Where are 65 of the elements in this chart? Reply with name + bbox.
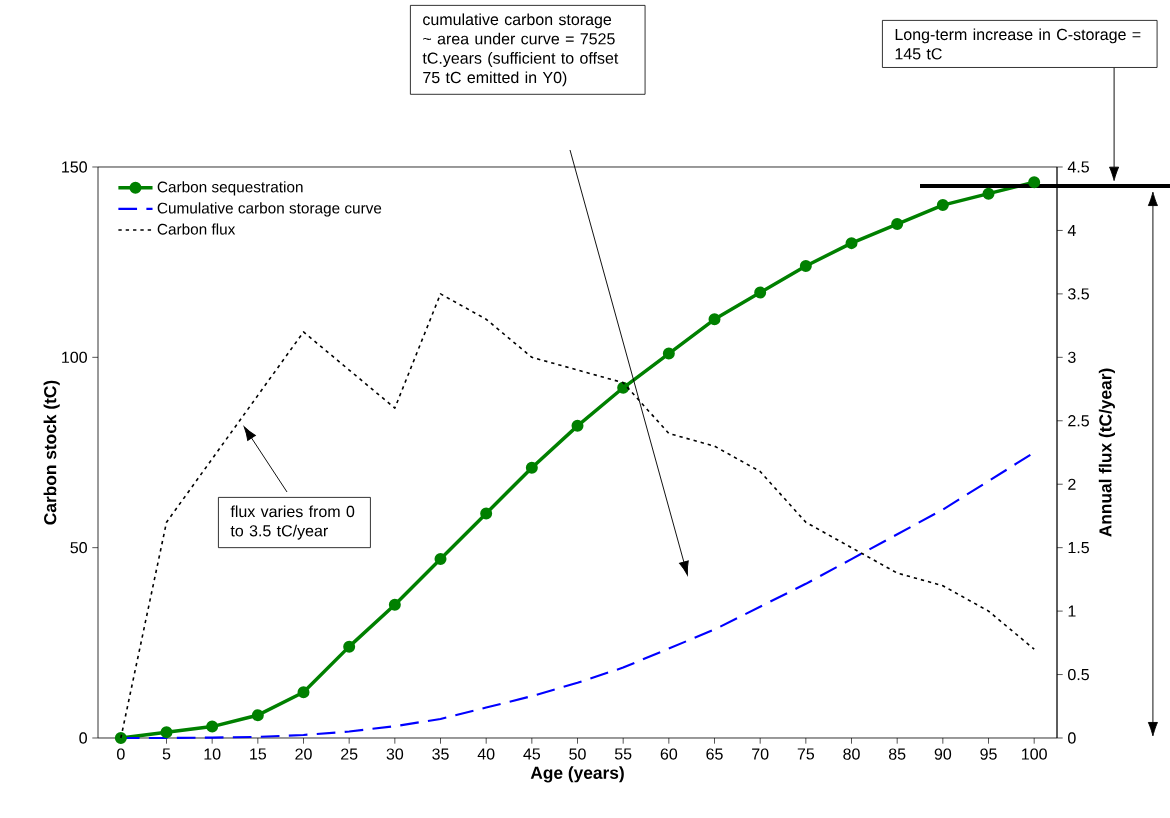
- text: cumulative carbon storage ~ area under curve = 7525 tC.years (sufficient to offset 75 tC emitted in Y0): [422, 13, 619, 87]
- point: [617, 381, 630, 394]
- text: Long-term increase in C-storage = 145 tC: [895, 28, 1141, 60]
- x-tick-label: 95: [980, 748, 997, 760]
- x-tick-label: 40: [477, 748, 495, 760]
- y2-tick-label: 4.5: [1067, 161, 1089, 173]
- x-tick-label: 85: [888, 748, 906, 760]
- x-tick-label: 45: [523, 748, 541, 760]
- point: [1028, 176, 1041, 189]
- x-tick-label: 20: [295, 748, 312, 760]
- legend-label: Cumulative carbon storage curve: [157, 202, 382, 217]
- point: [754, 286, 767, 299]
- x-tick-label: 55: [614, 748, 632, 760]
- legend-label: Carbon flux: [157, 223, 236, 235]
- x-tick-label: 65: [706, 748, 723, 760]
- y2-tick-label: 3: [1068, 351, 1076, 363]
- point: [662, 347, 675, 360]
- point: [114, 731, 127, 745]
- x-tick-label: 75: [797, 748, 815, 760]
- point: [571, 419, 584, 432]
- y2-tick-label: 1.5: [1068, 542, 1089, 554]
- point: [708, 313, 721, 326]
- x-tick-label: 0: [117, 748, 125, 760]
- x-tick-label: 15: [250, 748, 267, 760]
- point: [891, 218, 904, 231]
- point: [160, 726, 173, 739]
- y-axis-title: Carbon stock (tC): [43, 380, 60, 525]
- point: [845, 237, 858, 250]
- annotation: flux varies from 0 to 3.5 tC/year: [230, 505, 355, 540]
- y2-tick-label: 1: [1068, 605, 1076, 617]
- point: [480, 507, 493, 520]
- point: [434, 553, 447, 566]
- point: [343, 640, 356, 653]
- x-tick-label: 25: [341, 748, 358, 760]
- x-tick-label: 35: [432, 748, 449, 760]
- x-tick-label: 10: [204, 748, 221, 760]
- y2-axis-title: Annual flux (tC/year): [1098, 368, 1115, 537]
- point: [388, 598, 401, 611]
- x-tick-label: 70: [752, 748, 769, 760]
- point: [982, 187, 995, 200]
- x-tick-label: 60: [660, 748, 678, 760]
- x-tick-label: 5: [162, 748, 171, 760]
- y-tick-label: 50: [70, 542, 87, 554]
- y-tick-label: 150: [62, 161, 87, 173]
- point: [297, 686, 310, 699]
- point: [799, 259, 812, 272]
- x-tick-label: 100: [1022, 748, 1047, 760]
- x-tick-label: 90: [934, 748, 952, 760]
- y2-tick-label: 0.5: [1068, 668, 1089, 681]
- point: [936, 199, 949, 212]
- x-tick-label: 50: [569, 748, 586, 760]
- point: [206, 720, 219, 733]
- y2-tick-label: 4: [1067, 224, 1076, 236]
- point: [251, 709, 264, 722]
- y2-tick-label: 0: [1068, 732, 1076, 744]
- y2-tick-label: 2.5: [1068, 415, 1089, 427]
- x-tick-label: 80: [843, 748, 860, 760]
- legend-label: Carbon sequestration: [157, 181, 303, 196]
- y-tick-label: 100: [62, 351, 87, 363]
- x-axis-title: Age (years): [530, 766, 624, 783]
- y2-tick-label: 2: [1068, 478, 1076, 490]
- y-tick-label: 0: [79, 732, 87, 744]
- point: [525, 461, 538, 474]
- y2-tick-label: 3.5: [1068, 288, 1089, 300]
- x-tick-label: 30: [386, 748, 404, 760]
